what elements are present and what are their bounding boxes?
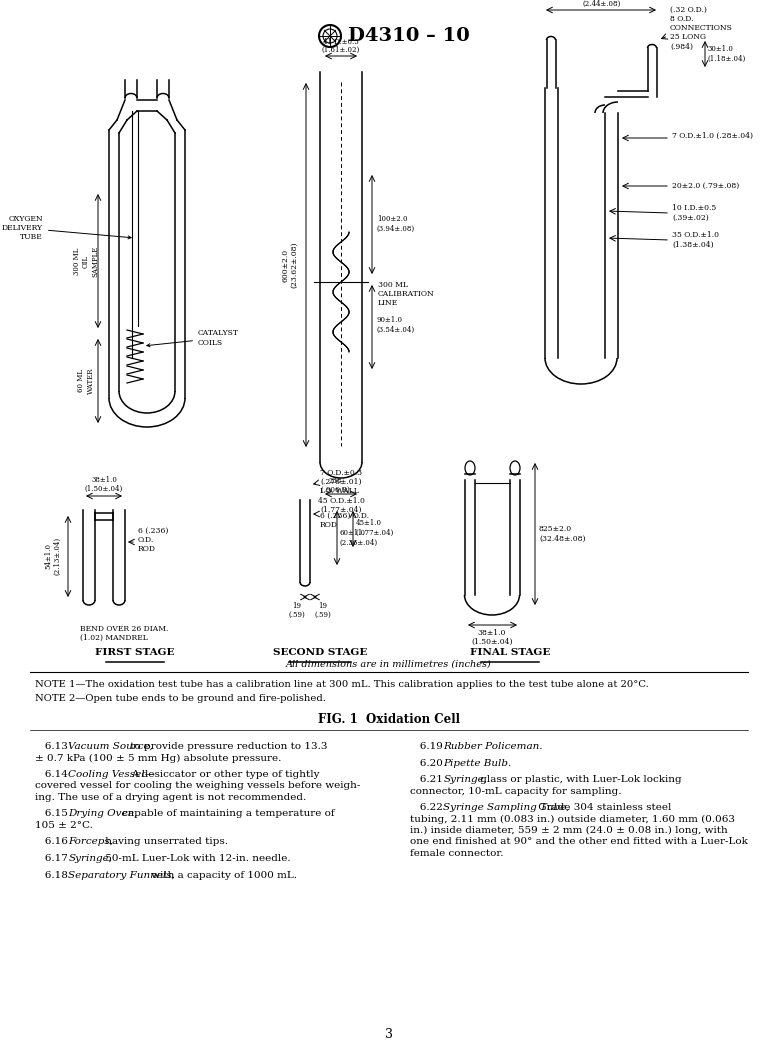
Text: 6 (.236) O.D.
ROD: 6 (.236) O.D. ROD <box>320 512 369 529</box>
Text: Drying Oven,: Drying Oven, <box>68 810 138 818</box>
Text: female connector.: female connector. <box>410 849 503 858</box>
Text: 100±2.0
(3.94±.08): 100±2.0 (3.94±.08) <box>377 215 415 232</box>
Text: SECOND STAGE: SECOND STAGE <box>273 648 367 657</box>
Text: D4310 – 10: D4310 – 10 <box>348 27 470 45</box>
Text: OXYGEN
DELIVERY
TUBE: OXYGEN DELIVERY TUBE <box>2 214 131 242</box>
Text: covered vessel for cooling the weighing vessels before weigh-: covered vessel for cooling the weighing … <box>35 782 360 790</box>
Text: 6.19: 6.19 <box>410 742 446 751</box>
Text: Syringe,: Syringe, <box>68 854 113 863</box>
Text: 6.16: 6.16 <box>35 838 71 846</box>
Text: 60 ML
WATER: 60 ML WATER <box>77 367 95 395</box>
Text: All dimensions are in millimetres (inches): All dimensions are in millimetres (inche… <box>286 660 492 669</box>
Text: FINAL STAGE: FINAL STAGE <box>470 648 550 657</box>
Text: connector, 10-mL capacity for sampling.: connector, 10-mL capacity for sampling. <box>410 787 622 795</box>
Text: 300 ML
CALIBRATION
LINE: 300 ML CALIBRATION LINE <box>378 281 435 307</box>
Text: (.32 O.D.)
8 O.D.
CONNECTIONS
25 LONG
(.984): (.32 O.D.) 8 O.D. CONNECTIONS 25 LONG (.… <box>670 5 733 50</box>
Text: NOTE 1—The oxidation test tube has a calibration line at 300 mL. This calibratio: NOTE 1—The oxidation test tube has a cal… <box>35 680 649 689</box>
Text: Forceps,: Forceps, <box>68 838 114 846</box>
Text: 3: 3 <box>385 1029 393 1041</box>
Text: 600±2.0
(23.62±.08): 600±2.0 (23.62±.08) <box>282 242 299 288</box>
Text: 19
(.59): 19 (.59) <box>289 602 306 619</box>
Text: 6.17: 6.17 <box>35 854 71 863</box>
Text: BEND OVER 26 DIAM.
(1.02) MANDREL: BEND OVER 26 DIAM. (1.02) MANDREL <box>80 625 168 642</box>
Text: Syringe Sampling Tube,: Syringe Sampling Tube, <box>443 803 570 812</box>
Text: 35 O.D.±1.0
(1.38±.04): 35 O.D.±1.0 (1.38±.04) <box>672 231 719 249</box>
Text: FIG. 1  Oxidation Cell: FIG. 1 Oxidation Cell <box>318 713 460 726</box>
Text: Cooling Vessel—: Cooling Vessel— <box>68 770 156 779</box>
Text: 41 D.±0.5: 41 D.±0.5 <box>323 39 359 46</box>
Text: (2.44±.08): (2.44±.08) <box>583 0 621 8</box>
Text: 825±2.0
(32.48±.08): 825±2.0 (32.48±.08) <box>539 526 586 542</box>
Text: 19
(.59): 19 (.59) <box>314 602 331 619</box>
Text: Grade 304 stainless steel: Grade 304 stainless steel <box>535 803 671 812</box>
Text: capable of maintaining a temperature of: capable of maintaining a temperature of <box>118 810 335 818</box>
Text: Syringe,: Syringe, <box>443 775 488 784</box>
Text: 38±1.0
(1.50±.04): 38±1.0 (1.50±.04) <box>85 476 123 493</box>
Text: to provide pressure reduction to 13.3: to provide pressure reduction to 13.3 <box>127 742 328 751</box>
Text: CATALYST
COILS: CATALYST COILS <box>147 329 239 347</box>
Text: (1.61±.02): (1.61±.02) <box>322 46 360 54</box>
Text: Vacuum Source,: Vacuum Source, <box>68 742 153 751</box>
Text: 6.22: 6.22 <box>410 803 446 812</box>
Text: FIRST STAGE: FIRST STAGE <box>95 648 175 657</box>
Text: 7 O.D.±0.3
(.276±.01)
I.O. WALL: 7 O.D.±0.3 (.276±.01) I.O. WALL <box>320 468 362 496</box>
Text: Pipette Bulb.: Pipette Bulb. <box>443 759 512 767</box>
Text: 38±1.0
(1.50±.04): 38±1.0 (1.50±.04) <box>471 629 513 646</box>
Text: 90±1.0
(3.54±.04): 90±1.0 (3.54±.04) <box>377 316 415 333</box>
Text: Separatory Funnels,: Separatory Funnels, <box>68 870 175 880</box>
Text: 6.18: 6.18 <box>35 870 71 880</box>
Text: 45±1.0
(1.77±.04): 45±1.0 (1.77±.04) <box>356 519 394 536</box>
Text: 6.15: 6.15 <box>35 810 71 818</box>
Text: in.) inside diameter, 559 ± 2 mm (24.0 ± 0.08 in.) long, with: in.) inside diameter, 559 ± 2 mm (24.0 ±… <box>410 826 727 835</box>
Text: 50-mL Luer-Lok with 12-in. needle.: 50-mL Luer-Lok with 12-in. needle. <box>102 854 290 863</box>
Text: 6 (.236)
O.D.
ROD: 6 (.236) O.D. ROD <box>138 527 168 553</box>
Text: A desiccator or other type of tightly: A desiccator or other type of tightly <box>131 770 320 779</box>
Text: glass or plastic, with Luer-Lok locking: glass or plastic, with Luer-Lok locking <box>477 775 682 784</box>
Text: 300 ML
OIL
SAMPLE: 300 ML OIL SAMPLE <box>73 246 100 277</box>
Text: 54±1.0
(2.13±.04): 54±1.0 (2.13±.04) <box>44 537 61 575</box>
Text: 105 ± 2°C.: 105 ± 2°C. <box>35 821 93 830</box>
Text: ing. The use of a drying agent is not recommended.: ing. The use of a drying agent is not re… <box>35 793 307 802</box>
Text: with a capacity of 1000 mL.: with a capacity of 1000 mL. <box>148 870 297 880</box>
Text: 6.14: 6.14 <box>35 770 71 779</box>
Text: 45 O.D.±1.0
(1.77±.04): 45 O.D.±1.0 (1.77±.04) <box>317 497 364 514</box>
Text: ± 0.7 kPa (100 ± 5 mm Hg) absolute pressure.: ± 0.7 kPa (100 ± 5 mm Hg) absolute press… <box>35 754 282 763</box>
Text: having unserrated tips.: having unserrated tips. <box>102 838 228 846</box>
Text: 10 I.D.±0.5
(.39±.02): 10 I.D.±0.5 (.39±.02) <box>672 204 717 222</box>
Text: 30±1.0
(1.18±.04): 30±1.0 (1.18±.04) <box>708 46 746 62</box>
Text: 6.13: 6.13 <box>35 742 71 751</box>
Text: NOTE 2—Open tube ends to be ground and fire-polished.: NOTE 2—Open tube ends to be ground and f… <box>35 694 326 703</box>
Text: 6.21: 6.21 <box>410 775 446 784</box>
Text: one end finished at 90° and the other end fitted with a Luer-Lok: one end finished at 90° and the other en… <box>410 838 748 846</box>
Text: 7 O.D.±1.0 (.28±.04): 7 O.D.±1.0 (.28±.04) <box>672 132 753 139</box>
Text: Rubber Policeman.: Rubber Policeman. <box>443 742 543 751</box>
Text: 238
(.906 R): 238 (.906 R) <box>321 477 349 494</box>
Text: 6.20: 6.20 <box>410 759 446 767</box>
Text: 60±1.0
(2.36±.04): 60±1.0 (2.36±.04) <box>340 530 378 547</box>
Text: 20±2.0 (.79±.08): 20±2.0 (.79±.08) <box>672 182 739 191</box>
Text: tubing, 2.11 mm (0.083 in.) outside diameter, 1.60 mm (0.063: tubing, 2.11 mm (0.083 in.) outside diam… <box>410 814 735 823</box>
